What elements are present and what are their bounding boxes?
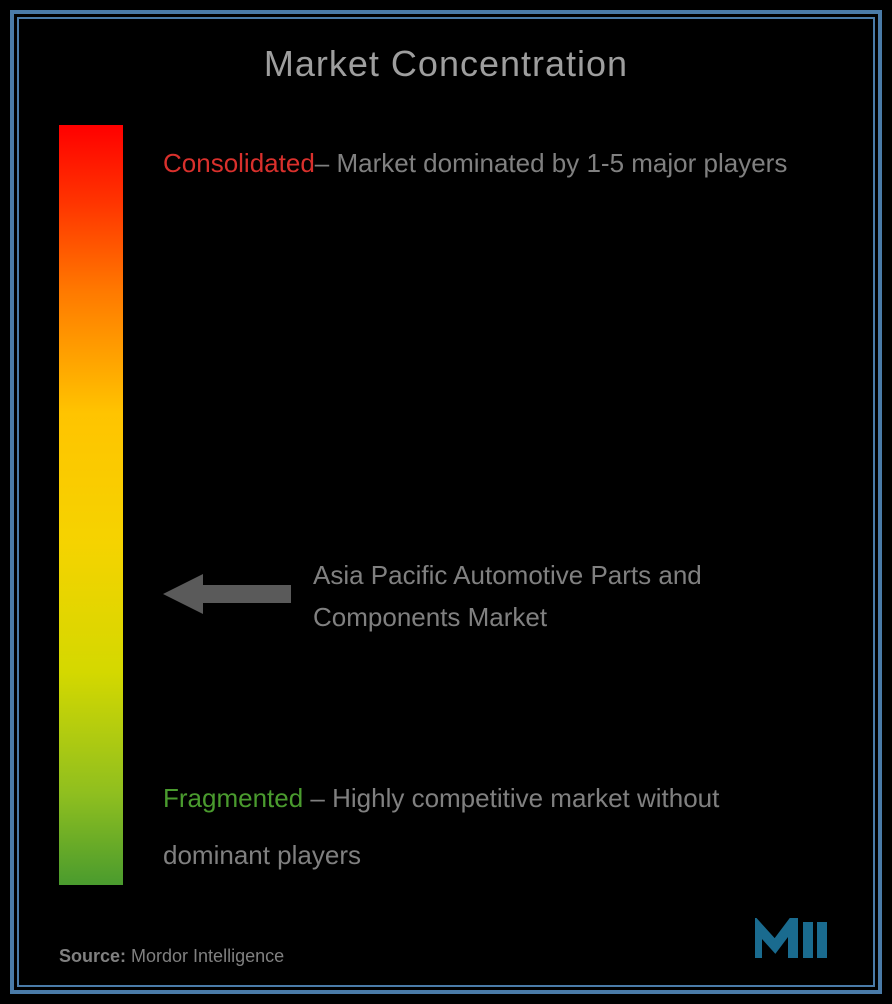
fragmented-keyword: Fragmented <box>163 783 303 813</box>
consolidated-block: Consolidated– Market dominated by 1-5 ma… <box>163 135 823 192</box>
chart-title: Market Concentration <box>19 19 873 115</box>
gradient-svg <box>59 125 123 885</box>
consolidated-text: – Market dominated by 1-5 major players <box>315 148 788 178</box>
source-label: Source: <box>59 946 126 966</box>
fragmented-block: Fragmented – Highly competitive market w… <box>163 770 823 884</box>
market-position-block: Asia Pacific Automotive Parts and Compon… <box>163 555 823 638</box>
arrow-icon <box>163 570 293 623</box>
source-attribution: Source: Mordor Intelligence <box>59 946 284 967</box>
market-label: Asia Pacific Automotive Parts and Compon… <box>293 555 823 638</box>
text-column: Consolidated– Market dominated by 1-5 ma… <box>123 115 843 918</box>
logo-icon <box>755 918 843 967</box>
source-name: Mordor Intelligence <box>126 946 284 966</box>
footer: Source: Mordor Intelligence <box>19 918 873 985</box>
consolidated-keyword: Consolidated <box>163 148 315 178</box>
outer-border: Market Concentration <box>10 10 882 994</box>
concentration-gradient-bar <box>59 125 123 885</box>
content-area: Consolidated– Market dominated by 1-5 ma… <box>19 115 873 918</box>
inner-border: Market Concentration <box>17 17 875 987</box>
